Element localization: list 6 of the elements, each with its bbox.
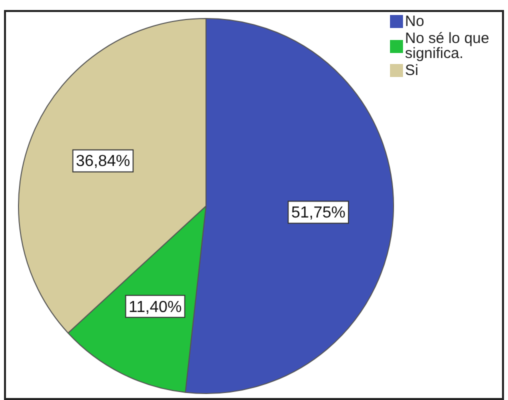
data-label: 51,75% [291, 204, 346, 222]
legend-label: No [405, 13, 424, 30]
data-label: 11,40% [128, 298, 182, 316]
legend-label: Si [405, 62, 418, 79]
data-label: 36,84% [76, 153, 130, 170]
legend-label: No sé lo que significa. [405, 30, 490, 62]
